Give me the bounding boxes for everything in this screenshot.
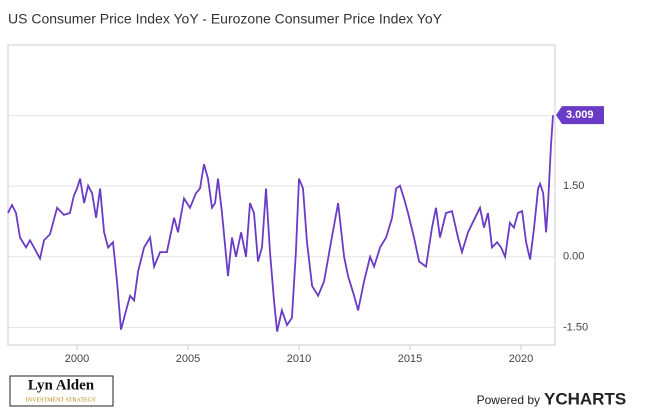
- logo-box: [9, 375, 114, 407]
- credit-prefix: Powered by: [477, 393, 540, 407]
- series-line: [7, 115, 554, 332]
- credit-brand: YCHARTS: [544, 389, 626, 408]
- chart-title: US Consumer Price Index YoY - Eurozone C…: [8, 11, 443, 27]
- y-tick-label: 0.00: [563, 251, 584, 263]
- last-value-badge: [556, 106, 604, 125]
- x-tick-label: 2020: [509, 353, 533, 365]
- x-tick-label: 2010: [287, 353, 311, 365]
- x-tick-label: 2015: [398, 353, 422, 365]
- logo-tagline: INVESTMENT STRATEGY: [26, 397, 97, 403]
- last-value-label: 3.009: [566, 109, 594, 121]
- plot-border: [7, 44, 556, 346]
- logo-name: Lyn Alden: [28, 377, 95, 393]
- y-tick-label: 1.50: [563, 180, 584, 192]
- x-tick-label: 2005: [176, 353, 200, 365]
- x-tick-label: 2000: [65, 353, 89, 365]
- y-tick-label: -1.50: [563, 321, 588, 333]
